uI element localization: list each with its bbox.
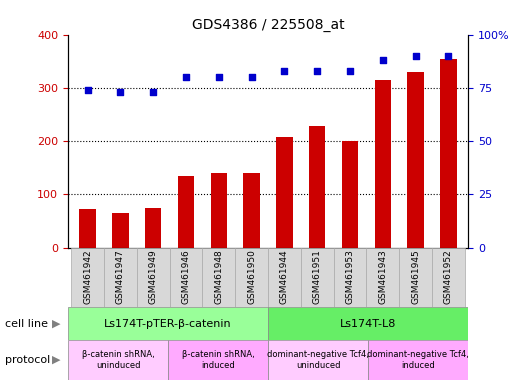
Point [379,57,387,63]
Text: GSM461947: GSM461947 [116,250,125,304]
Text: GSM461944: GSM461944 [280,250,289,304]
Text: dominant-negative Tcf4,
induced: dominant-negative Tcf4, induced [367,350,469,370]
Bar [407,72,424,248]
Bar [178,176,194,248]
Point [313,68,322,74]
Text: Ls174T-L8: Ls174T-L8 [340,318,396,329]
Point [247,74,256,80]
Text: ▶: ▶ [52,355,60,365]
Bar [268,340,368,380]
Bar [235,248,268,307]
Point [346,68,354,74]
Text: GSM461952: GSM461952 [444,250,453,304]
Bar [68,340,168,380]
Bar [342,141,358,248]
Bar [112,213,129,248]
Bar [368,340,468,380]
Point [116,89,124,95]
Point [412,53,420,59]
Text: GSM461950: GSM461950 [247,250,256,305]
Bar [268,248,301,307]
Text: GSM461951: GSM461951 [313,250,322,305]
Text: GSM461946: GSM461946 [181,250,190,304]
Text: β-catenin shRNA,
uninduced: β-catenin shRNA, uninduced [82,350,154,370]
Bar [71,248,104,307]
Point [444,53,452,59]
Bar [145,208,162,248]
Text: GSM461943: GSM461943 [378,250,388,304]
Bar [104,248,137,307]
Bar [68,307,268,340]
Bar [243,173,260,248]
Point [280,68,289,74]
Bar [211,173,227,248]
Text: ▶: ▶ [52,318,60,329]
Bar [169,248,202,307]
Text: GSM461948: GSM461948 [214,250,223,304]
Point [149,89,157,95]
Bar [432,248,465,307]
Bar [301,248,334,307]
Text: GSM461949: GSM461949 [149,250,158,304]
Bar [309,126,325,248]
Bar [440,58,457,248]
Text: protocol: protocol [5,355,51,365]
Bar [79,209,96,248]
Point [214,74,223,80]
Bar [334,248,367,307]
Text: GSM461945: GSM461945 [411,250,420,304]
Text: β-catenin shRNA,
induced: β-catenin shRNA, induced [181,350,254,370]
Bar [367,248,399,307]
Bar [374,80,391,248]
Title: GDS4386 / 225508_at: GDS4386 / 225508_at [192,18,344,32]
Bar [168,340,268,380]
Bar [202,248,235,307]
Bar [268,307,468,340]
Text: Ls174T-pTER-β-catenin: Ls174T-pTER-β-catenin [104,318,232,329]
Text: cell line: cell line [5,318,48,329]
Bar [276,137,293,248]
Text: GSM461942: GSM461942 [83,250,92,304]
Bar [137,248,169,307]
Bar [399,248,432,307]
Text: dominant-negative Tcf4,
uninduced: dominant-negative Tcf4, uninduced [267,350,369,370]
Point [84,87,92,93]
Text: GSM461953: GSM461953 [346,250,355,305]
Point [182,74,190,80]
